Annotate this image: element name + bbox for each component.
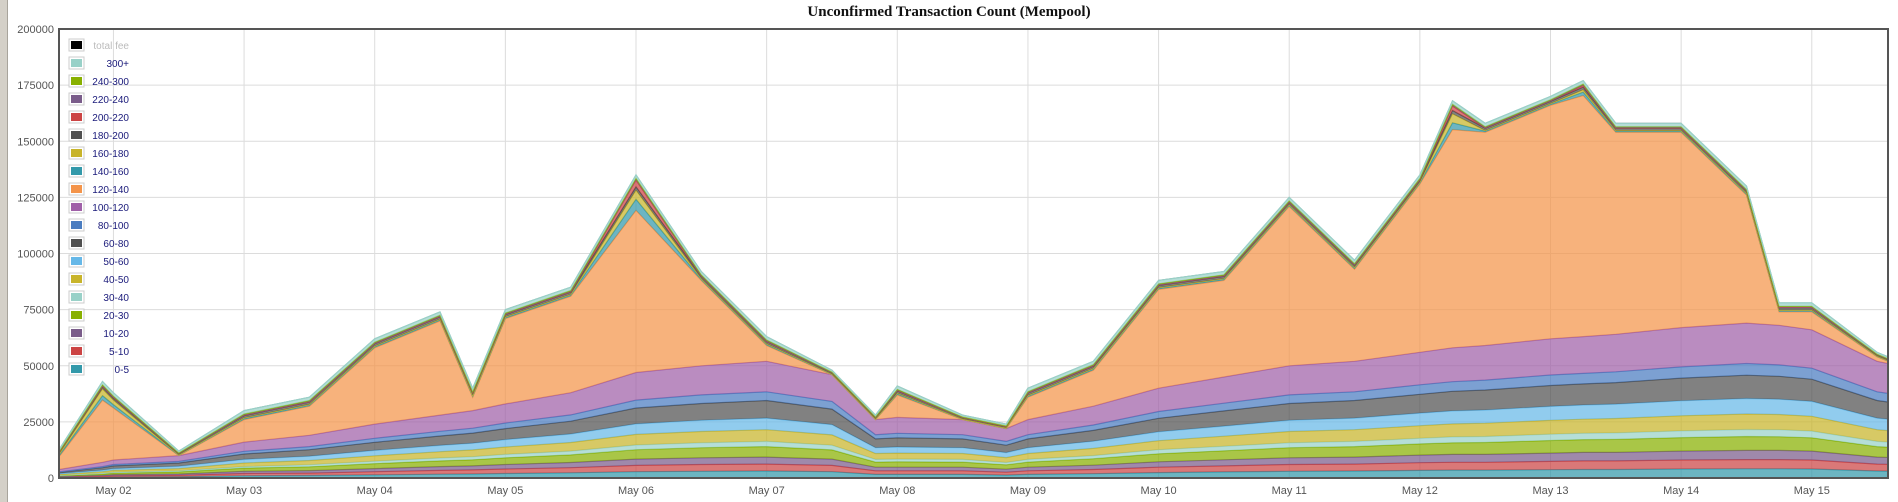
area-180-200: [59, 87, 1888, 455]
legend-swatch: [71, 347, 82, 355]
legend-swatch: [71, 149, 82, 157]
legend-swatch: [71, 113, 82, 121]
x-tick-label: May 12: [1402, 485, 1438, 497]
legend-item[interactable]: 100-120: [68, 200, 129, 214]
legend-label: 30-40: [103, 293, 129, 304]
area-5-10: [59, 459, 1888, 478]
y-tick-label: 150000: [17, 136, 54, 148]
chart-title: Unconfirmed Transaction Count (Mempool): [807, 4, 1091, 20]
legend-swatch: [71, 77, 82, 85]
area-100-120: [59, 323, 1888, 472]
legend-item[interactable]: 40-50: [68, 272, 129, 286]
area-10-20: [59, 450, 1888, 477]
area-layers: [59, 79, 1888, 478]
legend-swatch: [71, 203, 82, 211]
x-tick-label: May 06: [618, 485, 654, 497]
area-80-100: [59, 363, 1888, 473]
legend-swatch: [71, 293, 82, 301]
x-tick-label: May 04: [357, 485, 393, 497]
y-tick-label: 25000: [23, 417, 54, 429]
legend-label: 300+: [106, 59, 129, 70]
legend-item[interactable]: 160-180: [68, 146, 129, 160]
legend-label: 80-100: [98, 221, 130, 232]
legend-swatch: [71, 95, 82, 103]
legend-label: 40-50: [103, 275, 129, 286]
legend-item[interactable]: 180-200: [68, 128, 129, 142]
legend-label: 240-300: [92, 77, 129, 88]
x-tick-label: May 14: [1663, 485, 1699, 497]
legend-item[interactable]: 5-10: [68, 344, 129, 358]
legend-item[interactable]: 50-60: [68, 254, 129, 268]
legend-item[interactable]: total fee: [68, 38, 129, 52]
x-tick-label: May 09: [1010, 485, 1046, 497]
legend-item[interactable]: 30-40: [68, 290, 129, 304]
legend-label: 140-160: [92, 167, 129, 178]
legend-swatch: [71, 311, 82, 319]
area-0-5: [59, 468, 1888, 478]
legend-swatch: [71, 239, 82, 247]
area-50-60: [59, 398, 1888, 475]
x-tick-label: May 08: [879, 485, 915, 497]
legend-label: 120-140: [92, 185, 129, 196]
legend-swatch: [71, 257, 82, 265]
x-tick-label: May 07: [749, 485, 785, 497]
legend-item[interactable]: 200-220: [68, 110, 129, 124]
legend-item[interactable]: 80-100: [68, 218, 130, 232]
legend-swatch: [71, 131, 82, 139]
x-tick-label: May 05: [487, 485, 523, 497]
legend-item[interactable]: 220-240: [68, 92, 129, 106]
legend-swatch: [71, 167, 82, 175]
legend-label: 160-180: [92, 149, 129, 160]
legend-label: 220-240: [92, 95, 129, 106]
legend-item[interactable]: 10-20: [68, 326, 129, 340]
area-40-50: [59, 414, 1888, 476]
area-30-40: [59, 429, 1888, 476]
legend-label: 100-120: [92, 203, 129, 214]
legend-label: 0-5: [115, 365, 130, 376]
y-tick-label: 125000: [17, 192, 54, 204]
legend-swatch: [71, 365, 82, 373]
y-tick-label: 75000: [23, 305, 54, 317]
legend-item[interactable]: 300+: [68, 56, 129, 70]
area-60-80: [59, 375, 1888, 474]
area-20-30: [59, 436, 1888, 477]
legend-label: 10-20: [103, 329, 129, 340]
legend-item[interactable]: 240-300: [68, 74, 129, 88]
x-tick-label: May 15: [1794, 485, 1830, 497]
area-120-140: [59, 95, 1888, 470]
legend-label: 200-220: [92, 113, 129, 124]
y-tick-label: 50000: [23, 361, 54, 373]
legend-item[interactable]: 60-80: [68, 236, 129, 250]
legend-swatch: [71, 41, 82, 49]
legend-swatch: [71, 185, 82, 193]
legend-item[interactable]: 0-5: [68, 362, 130, 376]
x-tick-label: May 02: [95, 485, 131, 497]
legend-item[interactable]: 120-140: [68, 182, 129, 196]
legend-label: 180-200: [92, 131, 129, 142]
line-300+: [59, 79, 1888, 452]
x-tick-label: May 13: [1532, 485, 1568, 497]
x-tick-label: May 10: [1141, 485, 1177, 497]
legend-item[interactable]: 20-30: [68, 308, 129, 322]
legend-swatch: [71, 59, 82, 67]
legend-label: 50-60: [103, 257, 129, 268]
legend-label: 60-80: [103, 239, 129, 250]
x-tick-label: May 11: [1272, 485, 1307, 497]
x-tick-label: May 03: [226, 485, 262, 497]
legend-label: total fee: [93, 41, 129, 52]
legend-swatch: [71, 329, 82, 337]
y-tick-label: 0: [48, 473, 54, 485]
plot-frame: [58, 28, 1889, 479]
y-tick-label: 100000: [17, 249, 54, 261]
y-tick-label: 175000: [17, 80, 54, 92]
legend-item[interactable]: 140-160: [68, 164, 129, 178]
legend-swatch: [71, 275, 82, 283]
legend-swatch: [71, 221, 82, 229]
legend: total fee 300+ 240-300 220-240 200-220 180-20…: [68, 38, 130, 376]
window-edge: [0, 0, 8, 502]
legend-label: 20-30: [103, 311, 129, 322]
legend-label: 5-10: [109, 347, 129, 358]
y-tick-label: 200000: [17, 24, 54, 36]
